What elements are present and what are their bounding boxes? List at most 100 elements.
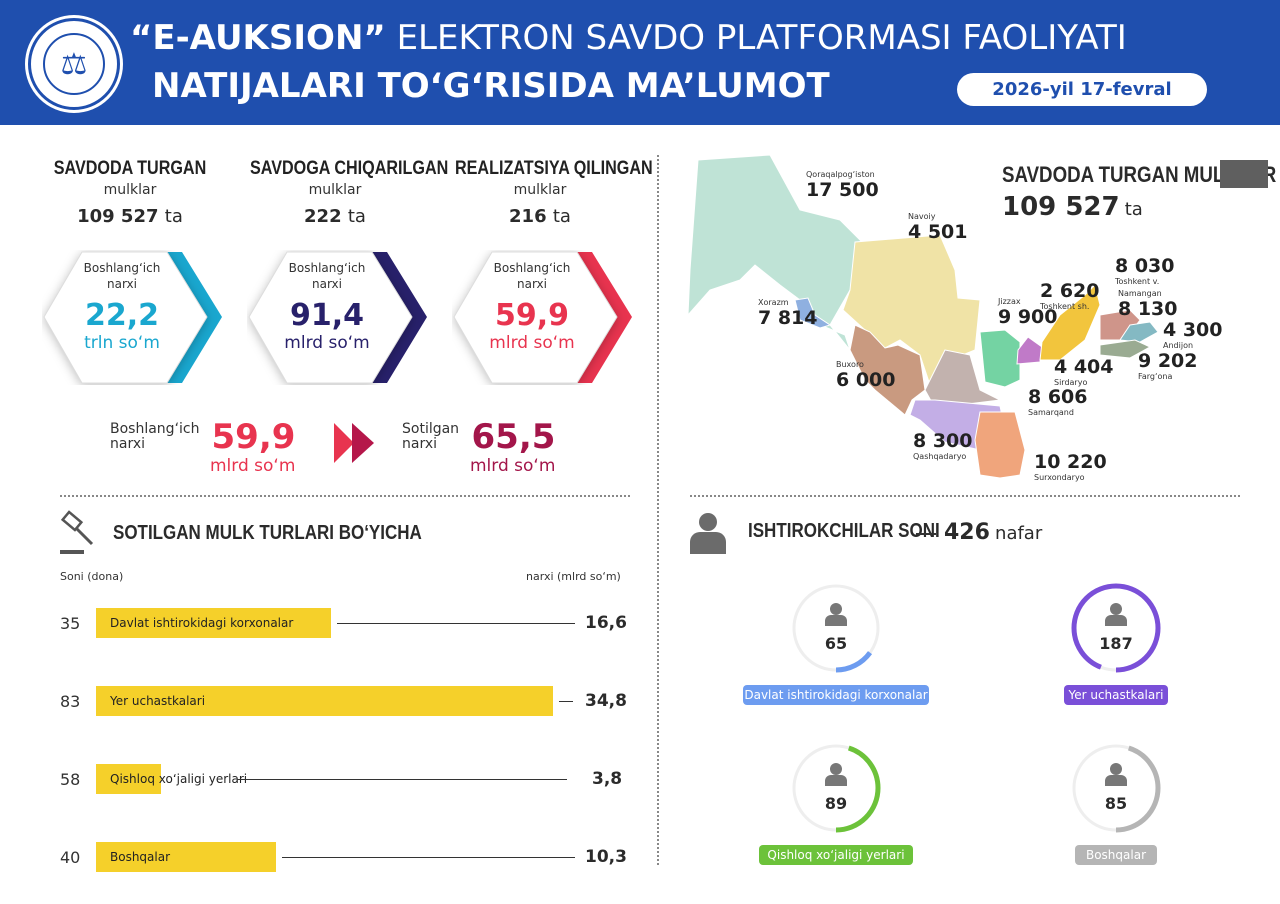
title-line-1: “E-AUKSION” ELEKTRON SAVDO PLATFORMASI F… [130,18,1127,58]
region-xorazm [794,297,832,329]
gray-block [1220,160,1268,188]
start-label-1: Boshlang‘ich [110,421,200,437]
stat-hexagon: Boshlang‘ich narxi 59,9 mlrd so‘m [452,250,642,385]
row-bar: Boshqalar [96,842,276,872]
row-leader-line [237,779,567,780]
map-label: 10 220 Surxondaryo [1034,451,1107,482]
sold-types-title: SOTILGAN MULK TURLARI BO‘YICHA [113,522,422,544]
price-label: Boshlang‘ich narxi [83,261,161,291]
double-arrow-icon [334,423,374,463]
start-price-unit: mlrd so‘m [210,456,296,476]
map-label: 2 620 Toshkent sh. [1040,280,1100,311]
stat-hexagon: Boshlang‘ich narxi 91,4 mlrd so‘m [247,250,437,385]
map-label: 8 606 Samarqand [1028,386,1088,417]
price-value: 59,9 [494,298,570,333]
region-name: Toshkent v. [1115,277,1160,286]
row-label: Qishloq xo‘jaligi yerlari [110,772,248,786]
person-icon [690,513,726,554]
stat-count: 216 [509,206,547,227]
start-price: 59,9 mlrd so‘m [210,418,295,476]
map-label: Navoiy 4 501 [908,212,968,243]
title-line-2: NATIJALARI TO‘G‘RISIDA MA’LUMOT [152,66,830,106]
price-unit: mlrd so‘m [284,333,370,353]
count-axis-label: Soni (dona) [60,570,124,583]
participant-ring: 187 [1070,582,1162,674]
row-count: 83 [60,692,81,711]
region-name: Navoiy [908,212,936,221]
stat-title: SAVDOGA CHIQARILGAN [250,158,449,179]
row-leader-line [282,857,575,858]
stat-hexagon: Boshlang‘ich narxi 22,2 trln so‘m [42,250,232,385]
row-label: Yer uchastkalari [110,694,206,708]
region-buxoro [849,324,926,416]
start-price-value: 59,9 [211,417,296,457]
region-value: 10 220 [1034,451,1107,473]
dash [916,533,936,535]
participant-count: 85 [1104,794,1128,813]
region-toshkent-v [1039,284,1101,361]
gavel-icon: ⚖ [43,33,105,95]
region-fargona [1099,339,1152,359]
participants-unit: nafar [995,523,1043,544]
map-label: Xorazm 7 814 [758,298,818,329]
map-label: 4 300 Andijon [1163,319,1223,350]
participant-label: Yer uchastkalari [1064,685,1168,705]
participants-total: 426 [944,520,990,545]
uzbekistan-map [687,154,1159,479]
region-name: Xorazm [758,298,789,307]
participant-label: Boshqalar [1075,845,1157,865]
region-jizzax [979,329,1021,388]
map-label: Qoraqalpog‘iston 17 500 [806,170,879,201]
region-value: 8 030 [1115,255,1175,277]
row-count: 58 [60,770,81,789]
region-value: 4 404 [1054,356,1114,378]
region-value: 8 300 [913,430,973,452]
row-label: Davlat ishtirokidagi korxonalar [110,616,294,630]
stat-count-unit: ta [347,206,366,227]
stat-subtitle: mulklar [308,182,362,198]
region-name: Sirdaryo [1054,378,1088,387]
price-axis-label: narxi (mlrd so‘m) [526,570,621,583]
e-auksion-logo: ⚖ [28,18,120,110]
sold-price-unit: mlrd so‘m [470,456,556,476]
start-price-label: Boshlang‘ich narxi [110,422,199,452]
row-bar: Yer uchastkalari [96,686,553,716]
price-label: Boshlang‘ich narxi [493,261,571,291]
region-andijon [1119,321,1159,343]
stat-count-unit: ta [552,206,571,227]
region-name: Buxoro [836,360,864,369]
map-total: 109 527 [1002,192,1120,222]
participant-label: Qishloq xo‘jaligi yerlari [759,845,913,865]
participant-ring: 89 [790,742,882,834]
region-value: 4 300 [1163,319,1223,341]
row-count: 35 [60,614,81,633]
participant-count: 65 [824,634,848,653]
stat-subtitle: mulklar [103,182,157,198]
region-value: 9 202 [1138,350,1198,372]
row-price: 16,6 [585,613,627,633]
region-value: 2 620 [1040,280,1100,302]
divider-left [60,495,630,497]
participant-ring: 85 [1070,742,1162,834]
region-samarqand [924,349,1002,409]
sold-price: 65,5 mlrd so‘m [470,418,555,476]
title-brand: “E-AUKSION” [130,18,386,58]
stat-count-unit: ta [164,206,183,227]
stat-title: SAVDODA TURGAN [53,158,207,179]
region-name: Toshkent sh. [1040,302,1090,311]
sold-label-2: narxi [402,436,438,452]
region-name: Farg‘ona [1138,372,1173,381]
header: ⚖ “E-AUKSION” ELEKTRON SAVDO PLATFORMASI… [0,0,1280,125]
sold-price-label: Sotilgan narxi [402,422,459,452]
row-leader-line [337,623,575,624]
start-label-2: narxi [110,436,146,452]
stat-subtitle: mulklar [513,182,567,198]
region-value: 17 500 [806,179,879,201]
row-price: 3,8 [592,769,623,789]
price-unit: trln so‘m [84,333,160,353]
price-label: Boshlang‘ich narxi [288,261,366,291]
participant-ring: 65 [790,582,882,674]
region-name: Qoraqalpog‘iston [806,170,875,179]
region-value: 4 501 [908,221,968,243]
row-price: 10,3 [585,847,627,867]
